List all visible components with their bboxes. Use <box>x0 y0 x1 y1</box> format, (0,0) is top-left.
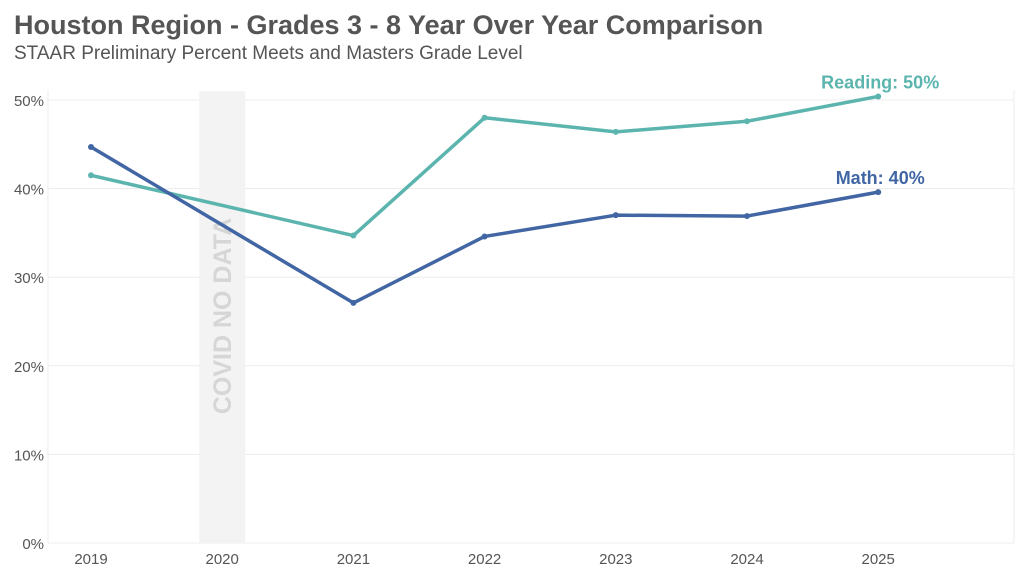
series-line-reading <box>90 94 879 238</box>
covid-band <box>199 91 246 543</box>
y-axis-ticks: 0% 10% 20% 30% 40% 50% <box>14 93 44 553</box>
data-point-reading <box>744 118 750 125</box>
y-tick-label: 0% <box>22 536 44 553</box>
y-tick-label: 20% <box>14 359 44 376</box>
series-line-math <box>90 145 879 305</box>
data-point-reading <box>875 93 882 100</box>
y-tick-label: 40% <box>14 182 44 199</box>
data-point-math <box>88 143 94 150</box>
covid-gap-band: COVID NO DATA <box>199 91 246 543</box>
y-tick-label: 30% <box>14 270 44 287</box>
data-point-reading <box>612 128 619 135</box>
data-point-reading <box>350 232 357 239</box>
data-point-math <box>744 213 750 220</box>
series-layer <box>88 93 882 306</box>
end-label-math: Math: 40% <box>836 168 925 188</box>
x-tick-label: 2020 <box>206 551 239 568</box>
x-tick-label: 2019 <box>74 551 107 568</box>
x-tick-label: 2023 <box>599 551 632 568</box>
data-point-math <box>481 233 488 240</box>
y-tick-label: 10% <box>14 447 44 464</box>
end-label-reading: Reading: 50% <box>821 72 939 92</box>
x-tick-label: 2024 <box>730 551 763 568</box>
data-point-math <box>612 212 619 219</box>
data-point-reading <box>481 114 488 121</box>
data-point-math <box>350 299 357 306</box>
covid-no-data-label: COVID NO DATA <box>209 218 237 414</box>
series-end-labels: Reading: 50% Math: 40% <box>821 72 939 188</box>
data-point-math <box>875 189 882 196</box>
x-axis-ticks: 2019 2020 2021 2022 2023 2024 2025 <box>74 551 895 568</box>
chart-title: Houston Region - Grades 3 - 8 Year Over … <box>14 10 764 40</box>
x-tick-label: 2025 <box>862 551 895 568</box>
x-tick-label: 2022 <box>468 551 501 568</box>
data-point-reading <box>88 172 94 179</box>
x-tick-label: 2021 <box>337 551 370 568</box>
chart-subtitle: STAAR Preliminary Percent Meets and Mast… <box>14 43 523 64</box>
y-tick-label: 50% <box>14 93 44 110</box>
grid-layer <box>47 90 1015 544</box>
